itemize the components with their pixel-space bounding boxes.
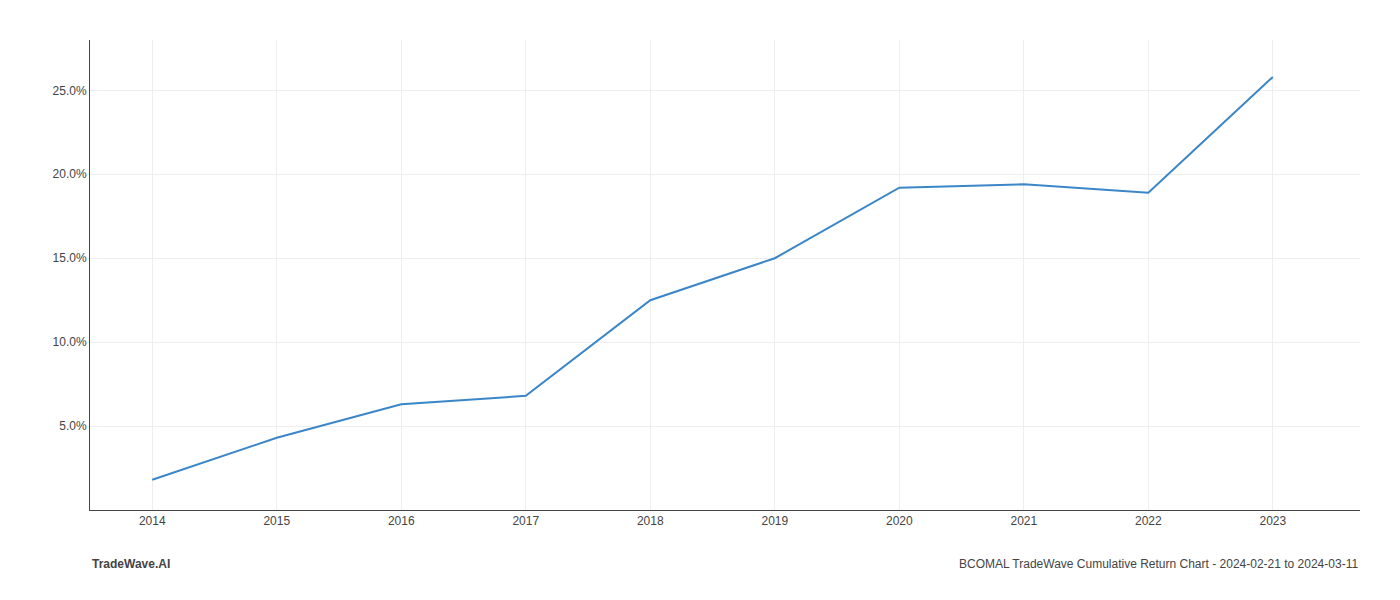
svg-text:2014: 2014 — [139, 514, 166, 528]
svg-text:2017: 2017 — [512, 514, 539, 528]
svg-text:2016: 2016 — [388, 514, 415, 528]
svg-text:2022: 2022 — [1135, 514, 1162, 528]
svg-text:2018: 2018 — [637, 514, 664, 528]
svg-text:2021: 2021 — [1010, 514, 1037, 528]
svg-text:10.0%: 10.0% — [53, 335, 87, 349]
svg-text:TradeWave.AI: TradeWave.AI — [92, 557, 170, 571]
svg-text:15.0%: 15.0% — [53, 251, 87, 265]
svg-text:2020: 2020 — [886, 514, 913, 528]
svg-text:2023: 2023 — [1259, 514, 1286, 528]
svg-text:BCOMAL TradeWave Cumulative Re: BCOMAL TradeWave Cumulative Return Chart… — [959, 557, 1358, 571]
svg-text:20.0%: 20.0% — [53, 167, 87, 181]
svg-text:2015: 2015 — [263, 514, 290, 528]
svg-text:25.0%: 25.0% — [53, 84, 87, 98]
svg-text:5.0%: 5.0% — [59, 419, 87, 433]
svg-text:2019: 2019 — [761, 514, 788, 528]
